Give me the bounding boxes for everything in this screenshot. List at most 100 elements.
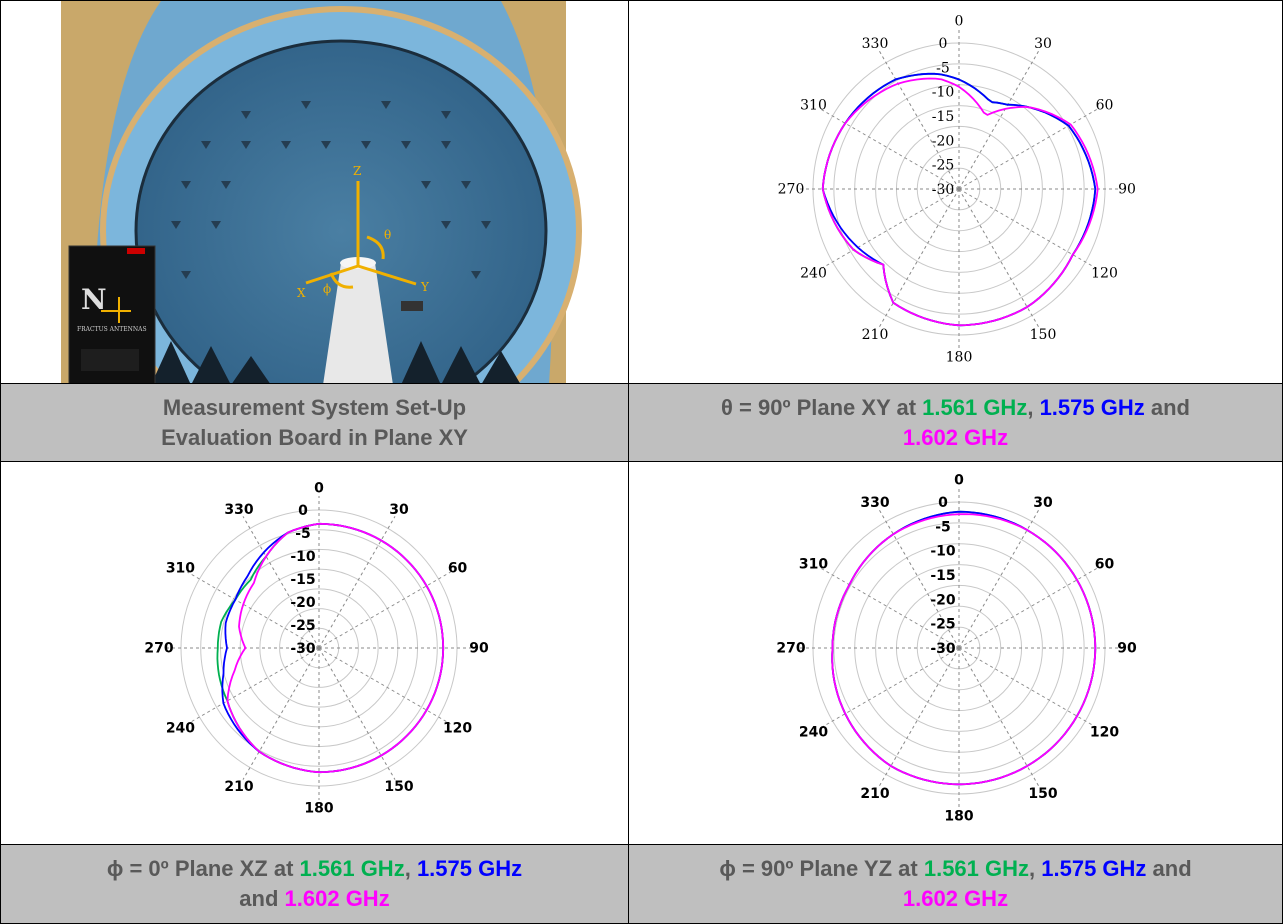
polar-grid-spoke (187, 571, 320, 649)
polar-grid-spoke (878, 509, 960, 649)
radial-tick-label: 0 (938, 495, 948, 511)
angle-tick-label: 120 (1091, 266, 1118, 282)
polar-grid-ring (916, 146, 1002, 232)
caption-yz-line1: ϕ = 90º Plane YZ at 1.561 GHz, 1.575 GHz… (629, 854, 1282, 884)
caption-setup: Measurement System Set-Up Evaluation Boa… (0, 383, 629, 462)
radial-tick-label: -30 (932, 182, 955, 198)
radial-tick-label: -25 (290, 618, 315, 634)
angle-tick-label: 0 (955, 14, 964, 30)
angle-tick-label: 210 (862, 327, 889, 343)
polar-chart-cell-yz: 0 30 60 90 120 150 180 210 240 270 310 330 0 -5 -10 -15… (628, 461, 1283, 845)
phi-label: ϕ (323, 282, 331, 296)
caption-yz-line2: 1.602 GHz (629, 884, 1282, 914)
y-axis-label: Y (420, 280, 430, 294)
polar-chart-xz: 0 30 60 90 120 150 180 210 240 270 310 330 0 -5 -10 -15… (144, 481, 489, 817)
polar-grid-spoke (958, 647, 1098, 729)
angle-tick-label: 30 (1033, 495, 1053, 511)
angle-tick-label: 0 (954, 473, 964, 489)
freq-1561-label: 1.561 GHz (923, 856, 1030, 881)
polar-grid-ring (916, 605, 1002, 691)
radial-tick-label: -30 (290, 641, 316, 657)
angle-tick-label: 210 (860, 786, 889, 802)
angle-tick-label: 150 (1030, 327, 1057, 343)
caption-xy: θ = 90º Plane XY at 1.561 GHz, 1.575 GHz… (628, 383, 1283, 462)
polar-grid-spoke (820, 108, 960, 190)
polar-grid-ring (259, 588, 379, 708)
evaluation-board: N FRACTUS ANTENNAS (68, 245, 156, 383)
caption-yz: ϕ = 90º Plane YZ at 1.561 GHz, 1.575 GHz… (628, 844, 1283, 924)
radial-tick-label: -15 (932, 109, 955, 125)
radial-tick-label: -10 (932, 85, 955, 101)
polar-grid-spoke (820, 567, 960, 649)
polar-grid-spoke (318, 647, 451, 725)
freq-1575-label: 1.575 GHz (1041, 856, 1147, 881)
angle-tick-label: 60 (1095, 557, 1115, 573)
radial-tick-label: 0 (939, 36, 948, 52)
angle-tick-label: 240 (799, 725, 828, 741)
caption-yz-prefix: ϕ = 90º Plane YZ at (719, 856, 924, 881)
board-logo: FRACTUS ANTENNAS (77, 326, 147, 333)
polar-grid-spoke (958, 50, 1040, 190)
radial-tick-label: -10 (290, 549, 316, 565)
polar-grid-ring (279, 608, 359, 688)
radial-tick-label: -15 (290, 572, 315, 588)
freq-1575-label: 1.575 GHz (1039, 394, 1145, 420)
angle-tick-label: 310 (800, 98, 827, 114)
polar-grid-spoke (958, 647, 1040, 787)
angle-tick-label: 180 (944, 809, 973, 825)
radial-tick-label: -10 (930, 544, 956, 560)
polar-grid-spoke (242, 647, 320, 780)
angle-tick-label: 30 (389, 502, 409, 518)
angle-tick-label: 120 (1090, 725, 1119, 741)
caption-setup-line1: Measurement System Set-Up (162, 394, 467, 420)
polar-grid-spoke (820, 647, 960, 729)
polar-grid-spoke (958, 108, 1098, 190)
polar-grid-spoke (318, 647, 396, 780)
polar-chart-cell-xz: 0 30 60 90 120 150 180 210 240 270 310 330 0 -5 -10 -15… (0, 461, 629, 845)
polar-grid-spoke (820, 188, 960, 270)
series-line-1602 (831, 513, 1097, 786)
polar-grid-spoke (318, 516, 396, 649)
angle-tick-label: 150 (1028, 786, 1057, 802)
polar-chart-xy: 0 30 60 90 120 150 180 210 240 270 310 330 0 -5 -10 -15… (778, 14, 1136, 366)
angle-tick-label: 310 (799, 557, 828, 573)
polar-grid-spoke (187, 647, 320, 725)
angle-tick-label: 210 (224, 779, 253, 795)
angle-tick-label: 330 (860, 495, 889, 511)
freq-1575-label: 1.575 GHz (416, 856, 523, 881)
polar-grid-ring (875, 105, 1043, 273)
angle-tick-label: 90 (469, 641, 489, 657)
caption-xz-prefix: ϕ = 0º Plane XZ at (106, 856, 300, 881)
polar-grid-spoke (958, 567, 1098, 649)
angle-tick-label: 180 (946, 350, 973, 366)
series-line-1602 (821, 77, 1099, 327)
radial-tick-label: -25 (930, 617, 955, 633)
polar-grid-spoke (878, 647, 960, 787)
radial-tick-label: -20 (932, 133, 955, 149)
polar-grid-spoke (878, 188, 960, 328)
polar-grid-ring (200, 529, 438, 767)
angle-tick-label: 240 (166, 721, 195, 737)
radial-tick-label: -30 (930, 641, 956, 657)
angle-tick-label: 270 (776, 641, 805, 657)
polar-chart-cell-xy: 0 30 60 90 120 150 180 210 240 270 310 330 0 -5 -10 -15… (628, 0, 1283, 384)
caption-xy-prefix: θ = 90º Plane XY at (721, 394, 923, 420)
polar-chart-yz: 0 30 60 90 120 150 180 210 240 270 310 330 0 -5 -10 -15… (776, 473, 1137, 825)
freq-1561-label: 1.561 GHz (922, 394, 1028, 420)
caption-xy-line1: θ = 90º Plane XY at 1.561 GHz, 1.575 GHz… (629, 393, 1282, 423)
radial-tick-label: -25 (932, 158, 955, 174)
polar-grid-ring (875, 564, 1043, 732)
angle-tick-label: 270 (144, 641, 173, 657)
radial-tick-label: -20 (290, 595, 316, 611)
caption-xz-line1: ϕ = 0º Plane XZ at 1.561 GHz, 1.575 GHz (1, 854, 628, 884)
angle-tick-label: 270 (778, 182, 805, 198)
angle-tick-label: 90 (1117, 641, 1137, 657)
polar-grid-spoke (958, 188, 1098, 270)
measurement-setup-photo: Z θ X ϕ Y N FRACTUS ANTENNAS (61, 1, 582, 383)
caption-and: and (1146, 856, 1192, 881)
caption-xz-line2: and 1.602 GHz (1, 884, 628, 914)
radial-tick-label: -20 (930, 592, 956, 608)
freq-1561-label: 1.561 GHz (299, 856, 405, 881)
caption-xy-line2: 1.602 GHz (629, 423, 1282, 453)
